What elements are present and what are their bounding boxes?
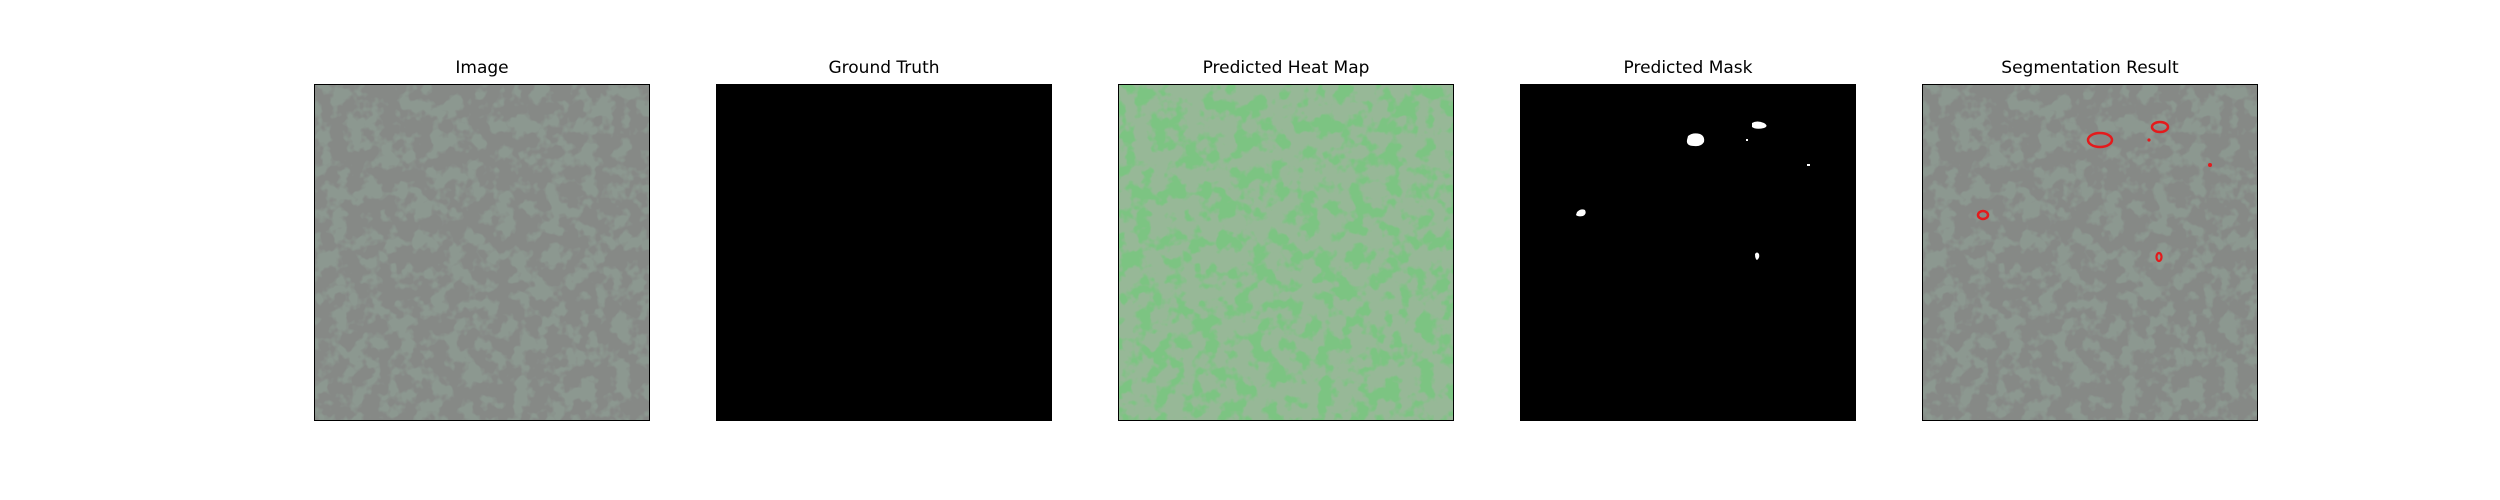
- heat-map-overlay: [1118, 84, 1454, 421]
- segmentation-overlay: [1922, 84, 2258, 421]
- panel-heat-map: [1118, 84, 1454, 421]
- texture-image: [314, 84, 650, 421]
- mask-region: [1807, 164, 1810, 166]
- panel-title-mask: Predicted Mask: [1623, 58, 1753, 78]
- mask-region: [1576, 209, 1586, 217]
- panel-ground-truth: [716, 84, 1052, 421]
- panel-title-heat-map: Predicted Heat Map: [1202, 58, 1370, 78]
- segmentation-contour: [2155, 251, 2163, 263]
- segmentation-contour: [1976, 209, 1990, 221]
- mask-region: [1755, 252, 1760, 260]
- panel-title-ground-truth: Ground Truth: [828, 58, 940, 78]
- predicted-mask: [1520, 84, 1856, 421]
- panel-mask: [1520, 84, 1856, 421]
- mask-region: [1746, 139, 1748, 141]
- panel-title-image: Image: [455, 58, 509, 78]
- panel-title-segmentation: Segmentation Result: [2001, 58, 2179, 78]
- mask-region: [1686, 133, 1705, 147]
- segmentation-contour: [2208, 163, 2212, 167]
- segmentation-contour: [2086, 131, 2114, 149]
- panel-image: [314, 84, 650, 421]
- segmentation-contour: [2150, 120, 2170, 134]
- ground-truth-mask: [716, 84, 1052, 421]
- panel-segmentation: [1922, 84, 2258, 421]
- mask-region: [1752, 121, 1767, 129]
- segmentation-contour: [2147, 138, 2151, 142]
